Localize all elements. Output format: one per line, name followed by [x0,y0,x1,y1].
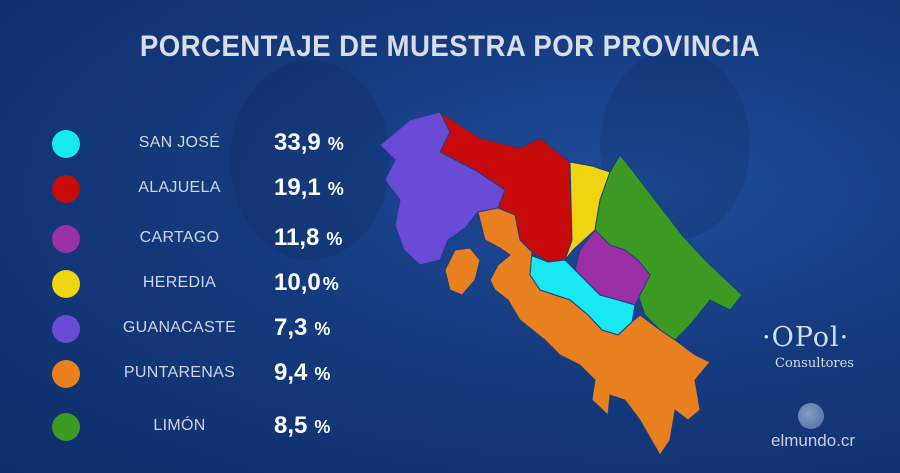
legend-row: GUANACASTE 7,3 % [52,310,342,348]
province-heredia [564,161,611,261]
data-label-unit: % [322,134,344,154]
data-label-value: 33,9 [274,129,321,156]
data-label-unit: % [309,417,331,437]
data-label-value: 19,1 [274,174,321,201]
legend-row: LIMÓN 8,5 % [52,408,342,446]
chart-title: PORCENTAJE DE MUESTRA POR PROVINCIA [139,30,761,63]
legend-label: GUANACASTE [122,319,237,336]
legend-row: CARTAGO 11,8 % [52,220,342,258]
data-label: 19,1 % [274,174,344,202]
legend-row: PUNTARENAS 9,4 % [52,355,342,393]
legend-label: LIMÓN [153,417,206,434]
legend-label: CARTAGO [139,229,220,246]
legend-swatch [52,270,80,298]
globe-icon [798,403,824,429]
data-label: 8,5 % [274,412,330,440]
legend-swatch [52,360,80,388]
data-label-value: 7,3 [274,314,308,341]
province-puntarenas [444,207,711,456]
province-guanacaste [379,111,506,266]
legend-swatch [52,130,80,158]
legend-label: SAN JOSÉ [138,134,221,151]
opol-logo: ·OPol· [762,322,850,353]
legend-swatch [52,413,80,441]
background-figure-left [230,60,390,260]
data-label-value: 11,8 [274,224,320,251]
data-label-unit: % [309,319,331,339]
legend-swatch [52,315,80,343]
data-label-unit: % [321,229,343,249]
opol-logo-subtitle: Consultores [775,356,854,371]
data-label: 11,8 % [274,224,342,252]
data-label: 10,0% [274,269,339,297]
costa-rica-map [379,110,743,456]
legend-swatch [52,175,80,203]
legend-swatch [52,225,80,253]
legend-label: HEREDIA [142,274,217,291]
data-label-unit: % [309,364,331,384]
data-label: 33,9 % [274,129,344,157]
data-label-value: 9,4 [274,359,308,386]
data-label-value: 8,5 [274,412,308,439]
data-label: 9,4 % [274,359,330,387]
legend-row: HEREDIA 10,0% [52,265,342,303]
legend-label: ALAJUELA [138,179,221,196]
data-label-unit: % [322,179,344,199]
data-label-unit: % [322,274,339,294]
legend-row: ALAJUELA 19,1 % [52,170,344,208]
data-label-value: 10,0 [274,269,321,296]
source-label: elmundo.cr [771,431,856,450]
legend-label: PUNTARENAS [123,364,236,381]
data-label: 7,3 % [274,314,330,342]
legend-row: SAN JOSÉ 33,9 % [52,125,344,163]
